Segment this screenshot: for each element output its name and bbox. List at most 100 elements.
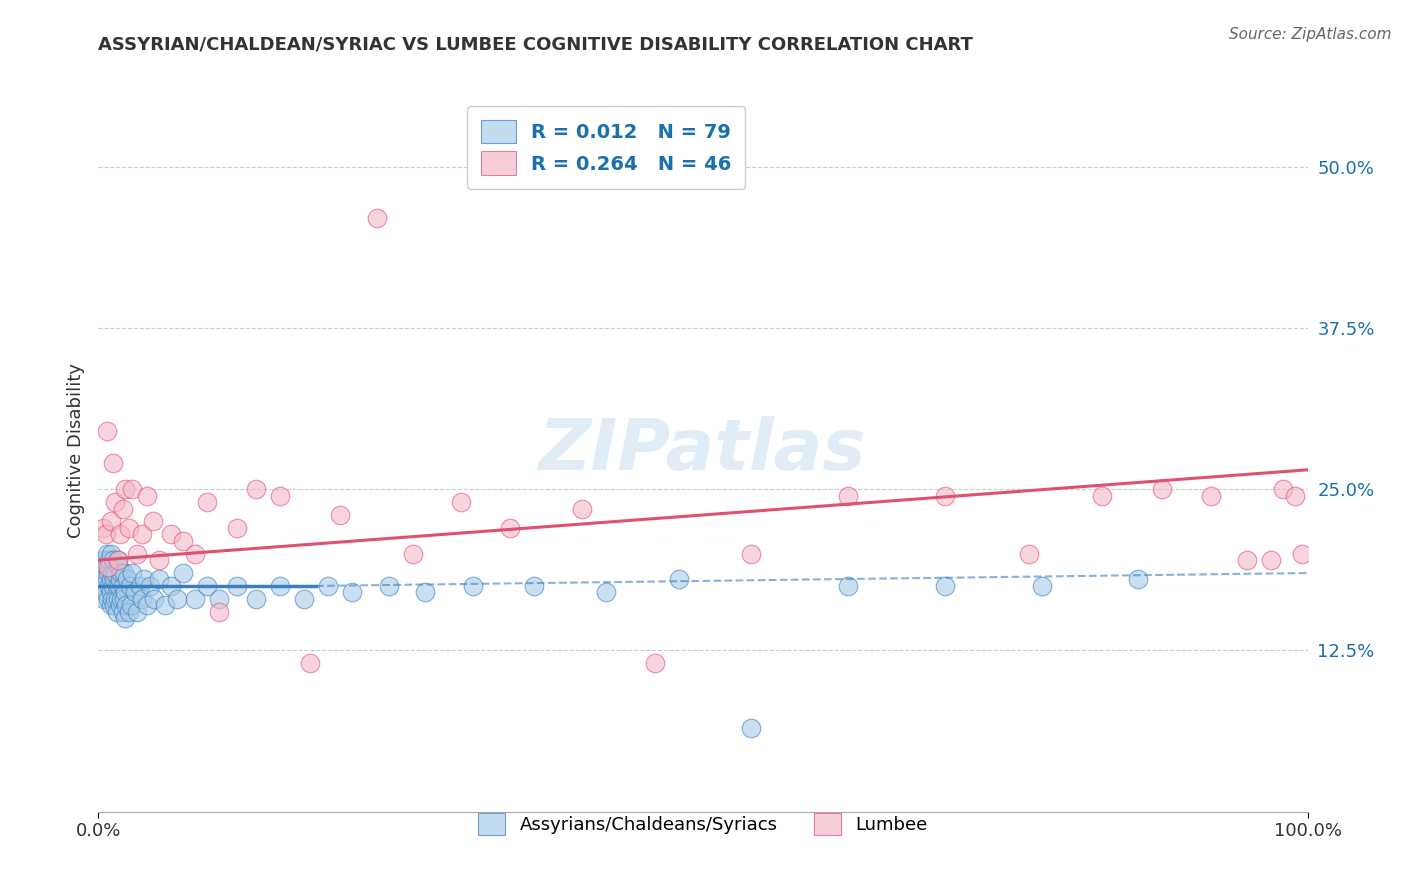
Point — [226, 579, 249, 593]
Point — [245, 591, 267, 606]
Point — [571, 501, 593, 516]
Point — [91, 521, 114, 535]
Point — [104, 495, 127, 509]
Point — [100, 599, 122, 613]
Point — [184, 591, 207, 606]
Point — [184, 547, 207, 561]
Point — [114, 482, 136, 496]
Point — [208, 591, 231, 606]
Point — [114, 585, 136, 599]
Point — [172, 566, 194, 580]
Point — [1091, 489, 1114, 503]
Point — [837, 489, 859, 503]
Point — [91, 579, 114, 593]
Point — [644, 657, 666, 671]
Point — [127, 547, 149, 561]
Point — [97, 566, 120, 580]
Point — [316, 579, 339, 593]
Point — [110, 591, 132, 606]
Point — [1284, 489, 1306, 503]
Point — [148, 573, 170, 587]
Point — [108, 579, 131, 593]
Point — [166, 591, 188, 606]
Point — [107, 553, 129, 567]
Point — [402, 547, 425, 561]
Point — [837, 579, 859, 593]
Point — [100, 591, 122, 606]
Point — [96, 547, 118, 561]
Point — [143, 591, 166, 606]
Point — [342, 585, 364, 599]
Point — [97, 591, 120, 606]
Point — [94, 527, 117, 541]
Point — [160, 527, 183, 541]
Point — [101, 579, 124, 593]
Point — [135, 489, 157, 503]
Point — [450, 495, 472, 509]
Point — [463, 579, 485, 593]
Point — [100, 515, 122, 529]
Legend: Assyrians/Chaldeans/Syriacs, Lumbee: Assyrians/Chaldeans/Syriacs, Lumbee — [471, 806, 935, 842]
Point — [100, 547, 122, 561]
Point — [105, 605, 128, 619]
Point — [108, 573, 131, 587]
Point — [127, 605, 149, 619]
Point — [366, 211, 388, 226]
Point — [377, 579, 399, 593]
Point — [112, 566, 135, 580]
Text: ZIPatlas: ZIPatlas — [540, 416, 866, 485]
Point — [740, 547, 762, 561]
Point — [91, 566, 114, 580]
Point — [1031, 579, 1053, 593]
Point — [107, 553, 129, 567]
Point — [96, 573, 118, 587]
Point — [111, 605, 134, 619]
Point — [934, 579, 956, 593]
Point — [195, 579, 218, 593]
Point — [101, 553, 124, 567]
Point — [118, 605, 141, 619]
Point — [1152, 482, 1174, 496]
Point — [101, 456, 124, 470]
Point — [1128, 573, 1150, 587]
Point — [104, 591, 127, 606]
Point — [1236, 553, 1258, 567]
Point — [107, 591, 129, 606]
Point — [1272, 482, 1295, 496]
Point — [1291, 547, 1313, 561]
Point — [117, 573, 139, 587]
Point — [226, 521, 249, 535]
Point — [103, 599, 125, 613]
Point — [131, 527, 153, 541]
Point — [111, 579, 134, 593]
Point — [1260, 553, 1282, 567]
Point — [94, 585, 117, 599]
Point — [153, 599, 176, 613]
Point — [118, 521, 141, 535]
Point — [134, 573, 156, 587]
Point — [98, 553, 121, 567]
Point — [740, 721, 762, 735]
Point — [139, 579, 162, 593]
Point — [292, 591, 315, 606]
Point — [120, 599, 142, 613]
Point — [114, 611, 136, 625]
Point — [172, 533, 194, 548]
Point — [100, 585, 122, 599]
Y-axis label: Cognitive Disability: Cognitive Disability — [66, 363, 84, 538]
Point — [124, 585, 146, 599]
Point — [245, 482, 267, 496]
Point — [100, 566, 122, 580]
Point — [135, 599, 157, 613]
Point — [105, 579, 128, 593]
Point — [934, 489, 956, 503]
Point — [108, 559, 131, 574]
Point — [1199, 489, 1222, 503]
Point — [269, 489, 291, 503]
Point — [160, 579, 183, 593]
Point — [148, 553, 170, 567]
Point — [1018, 547, 1040, 561]
Point — [112, 591, 135, 606]
Point — [595, 585, 617, 599]
Point — [98, 579, 121, 593]
